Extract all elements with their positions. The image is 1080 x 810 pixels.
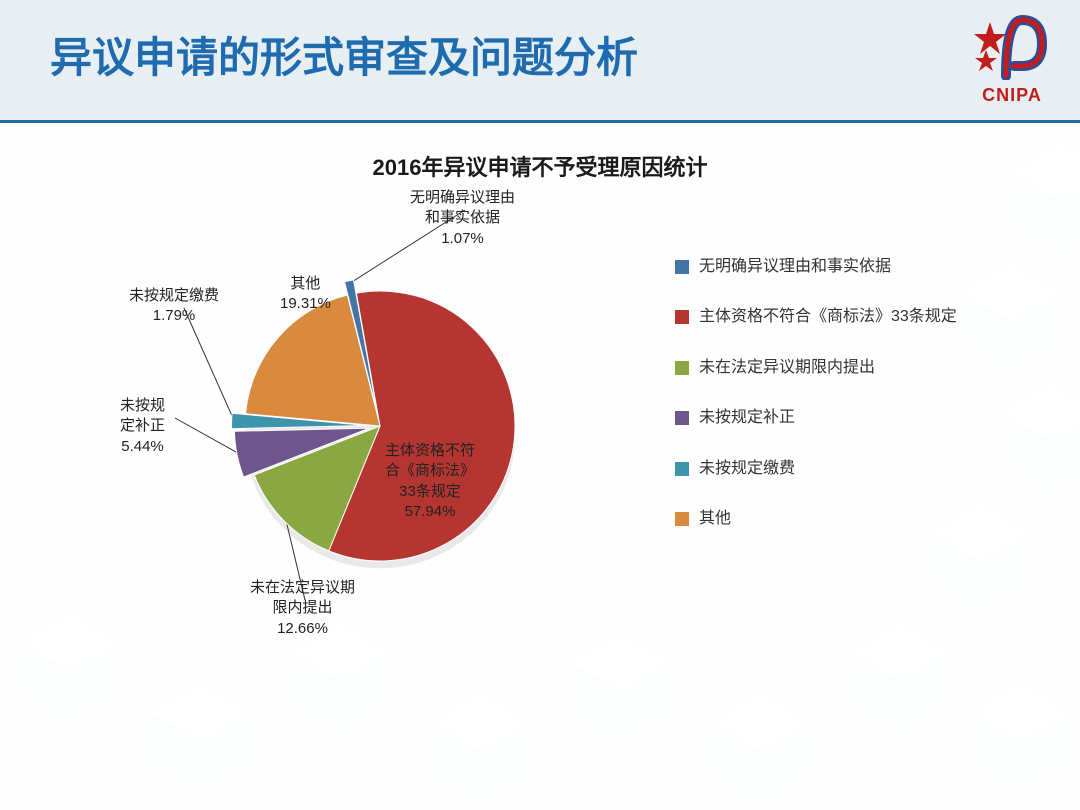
pie-chart: 无明确异议理由 和事实依据 1.07%主体资格不符 合《商标法》 33条规定 5… <box>105 196 645 646</box>
pie-callout: 无明确异议理由 和事实依据 1.07% <box>410 188 515 249</box>
page-title: 异议申请的形式审查及问题分析 <box>50 24 1080 85</box>
pie-callout: 未按规定缴费 1.79% <box>129 286 219 327</box>
legend-item: 主体资格不符合《商标法》33条规定 <box>675 306 975 328</box>
chart-area: 2016年异议申请不予受理原因统计 无明确异议理由 和事实依据 1.07%主体资… <box>0 150 1080 646</box>
legend-item: 未在法定异议期限内提出 <box>675 357 975 379</box>
legend-item: 其他 <box>675 508 975 530</box>
legend-item: 未按规定缴费 <box>675 458 975 480</box>
cnipa-logo-text: CNIPA <box>972 85 1052 106</box>
legend-label: 未按规定缴费 <box>699 458 795 480</box>
legend-swatch <box>675 462 689 476</box>
legend-item: 未按规定补正 <box>675 407 975 429</box>
legend-label: 无明确异议理由和事实依据 <box>699 256 891 278</box>
pie-callout: 主体资格不符 合《商标法》 33条规定 57.94% <box>385 441 475 522</box>
legend-label: 其他 <box>699 508 731 530</box>
cnipa-logo: CNIPA <box>972 14 1052 106</box>
legend-swatch <box>675 310 689 324</box>
legend-swatch <box>675 361 689 375</box>
legend-label: 未在法定异议期限内提出 <box>699 357 875 379</box>
header: 异议申请的形式审查及问题分析 <box>0 0 1080 85</box>
legend-swatch <box>675 411 689 425</box>
pie-callout: 未按规 定补正 5.44% <box>120 396 165 457</box>
title-underline <box>0 120 1080 123</box>
legend-swatch <box>675 260 689 274</box>
legend-label: 主体资格不符合《商标法》33条规定 <box>699 306 957 328</box>
legend-item: 无明确异议理由和事实依据 <box>675 256 975 278</box>
chart-title: 2016年异议申请不予受理原因统计 <box>0 150 1080 182</box>
pie-callout: 其他 19.31% <box>280 274 331 315</box>
legend-swatch <box>675 512 689 526</box>
cnipa-logo-icon <box>972 14 1052 80</box>
pie-callout: 未在法定异议期 限内提出 12.66% <box>250 578 355 639</box>
legend: 无明确异议理由和事实依据主体资格不符合《商标法》33条规定未在法定异议期限内提出… <box>675 256 975 558</box>
legend-label: 未按规定补正 <box>699 407 795 429</box>
